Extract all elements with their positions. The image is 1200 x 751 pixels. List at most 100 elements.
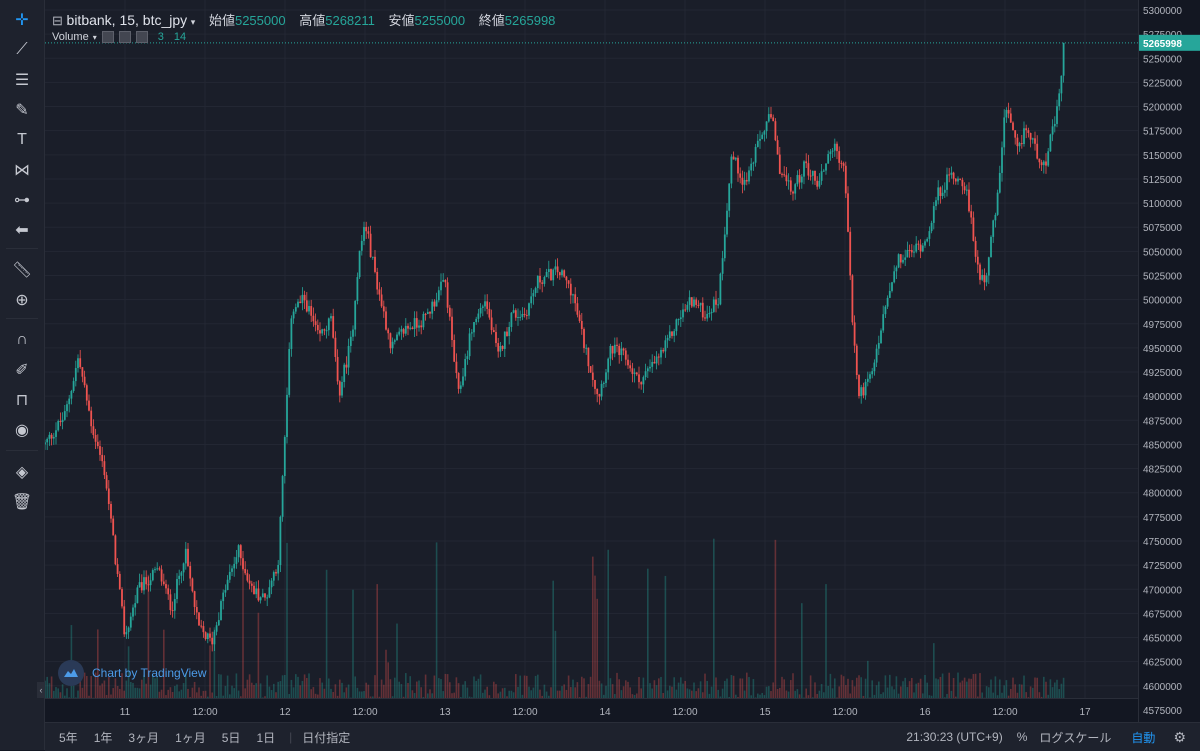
chevron-down-icon[interactable]: ▾ <box>191 17 196 27</box>
candle-body <box>691 297 693 306</box>
range-1y-button[interactable]: 1年 <box>94 729 113 746</box>
price-tick-label: 4600000 <box>1143 682 1182 693</box>
volume-bar <box>493 682 495 698</box>
candle-body <box>737 158 739 174</box>
goto-date-button[interactable]: 日付指定 <box>302 729 350 746</box>
volume-bar <box>449 682 451 698</box>
candle-body <box>326 330 328 331</box>
range-1m-button[interactable]: 1ヶ月 <box>175 729 206 746</box>
gear-icon[interactable]: ⚙ <box>1173 729 1186 746</box>
collapse-toolbar-button[interactable]: ‹ <box>37 682 45 698</box>
volume-bar <box>46 677 48 698</box>
volume-bar <box>618 679 620 698</box>
candle-body <box>1019 143 1021 146</box>
candle-body <box>60 421 62 422</box>
back-arrow-icon[interactable]: ⬅ <box>8 218 36 242</box>
time-tick-label: 16 <box>919 707 931 718</box>
candle-body <box>590 366 592 372</box>
volume-bar <box>297 677 299 698</box>
volume-bar <box>442 691 444 698</box>
symbol-title[interactable]: bitbank, 15, btc_jpy <box>67 12 188 28</box>
range-3m-button[interactable]: 3ヶ月 <box>128 729 159 746</box>
candle-body <box>968 190 970 212</box>
volume-bar <box>519 676 521 698</box>
candle-body <box>172 610 174 611</box>
text-icon[interactable]: T <box>8 128 36 152</box>
volume-bar <box>530 690 532 698</box>
bottom-divider: | <box>289 730 292 744</box>
volume-bar <box>330 689 332 698</box>
volume-bar <box>280 681 282 698</box>
layers-icon[interactable]: ◈ <box>8 460 36 484</box>
volume-bar <box>242 562 244 698</box>
brush-icon[interactable]: ✎ <box>8 98 36 122</box>
volume-bar <box>684 681 686 698</box>
settings-icon[interactable] <box>119 31 131 43</box>
crosshair-icon[interactable]: ✛ <box>8 8 36 32</box>
volume-bar <box>640 688 642 698</box>
candle-body <box>45 442 46 444</box>
fib-icon[interactable]: ☰ <box>8 68 36 92</box>
candle-body <box>55 430 57 437</box>
volume-label[interactable]: Volume <box>52 31 89 43</box>
bottom-bar: 5年 1年 3ヶ月 1ヶ月 5日 1日 | 日付指定 21:30:23 (UTC… <box>45 722 1200 751</box>
candle-body <box>574 294 576 303</box>
candle-body <box>95 435 97 442</box>
ruler-icon[interactable]: 📏︎ <box>8 258 36 282</box>
candle-body <box>262 593 264 597</box>
range-1d-button[interactable]: 1日 <box>256 729 275 746</box>
volume-bar <box>819 691 821 698</box>
log-scale-button[interactable]: ログスケール <box>1039 729 1111 746</box>
trash-icon[interactable]: 🗑︎ <box>8 490 36 514</box>
candle-body <box>1061 76 1063 94</box>
lock-draw-icon[interactable]: ✐ <box>8 358 36 382</box>
volume-bar <box>588 684 590 698</box>
candle-body <box>101 455 103 461</box>
chart-pane[interactable] <box>45 0 1138 722</box>
candle-body <box>497 343 499 351</box>
eye-toggle-icon[interactable] <box>102 31 114 43</box>
volume-bar <box>568 675 570 698</box>
volume-bar <box>625 680 627 698</box>
tradingview-watermark[interactable]: Chart by TradingView <box>58 660 207 686</box>
candle-body <box>337 357 339 381</box>
candle-body <box>381 295 383 307</box>
volume-bar <box>418 681 420 698</box>
auto-scale-button[interactable]: 自動 <box>1131 729 1155 746</box>
candle-body <box>385 311 387 329</box>
volume-bar <box>643 678 645 698</box>
unlock-icon[interactable]: ⊓ <box>8 388 36 412</box>
volume-bar <box>203 691 205 698</box>
trend-line-icon[interactable]: ⟋ <box>8 38 36 62</box>
magnet-icon[interactable]: ∩ <box>8 328 36 352</box>
volume-bar <box>889 675 891 698</box>
candlestick-chart[interactable] <box>45 0 1138 698</box>
candle-body <box>647 368 649 371</box>
close-icon[interactable] <box>136 31 148 43</box>
percent-scale-button[interactable]: % <box>1017 730 1028 744</box>
eye-icon[interactable]: ◉ <box>8 418 36 442</box>
candle-body <box>519 317 521 318</box>
measure-icon[interactable]: ⊶ <box>8 188 36 212</box>
price-tick-label: 4775000 <box>1143 513 1182 524</box>
volume-bar <box>1045 682 1047 698</box>
candle-body <box>447 282 449 307</box>
candle-body <box>376 272 378 290</box>
chevron-down-icon[interactable]: ▾ <box>93 33 97 42</box>
candle-body <box>467 356 469 359</box>
volume-bar <box>612 684 614 698</box>
candle-body <box>486 301 488 309</box>
volume-bar <box>502 688 504 698</box>
candle-body <box>423 314 425 327</box>
pattern-icon[interactable]: ⋈ <box>8 158 36 182</box>
volume-bar <box>1058 689 1060 698</box>
range-5y-button[interactable]: 5年 <box>59 729 78 746</box>
collapse-legend-icon[interactable]: ⊟ <box>52 13 63 28</box>
candle-body <box>273 572 275 581</box>
candle-body <box>414 318 416 329</box>
range-5d-button[interactable]: 5日 <box>222 729 241 746</box>
candle-body <box>119 574 121 589</box>
zoom-in-icon[interactable]: ⊕ <box>8 288 36 312</box>
